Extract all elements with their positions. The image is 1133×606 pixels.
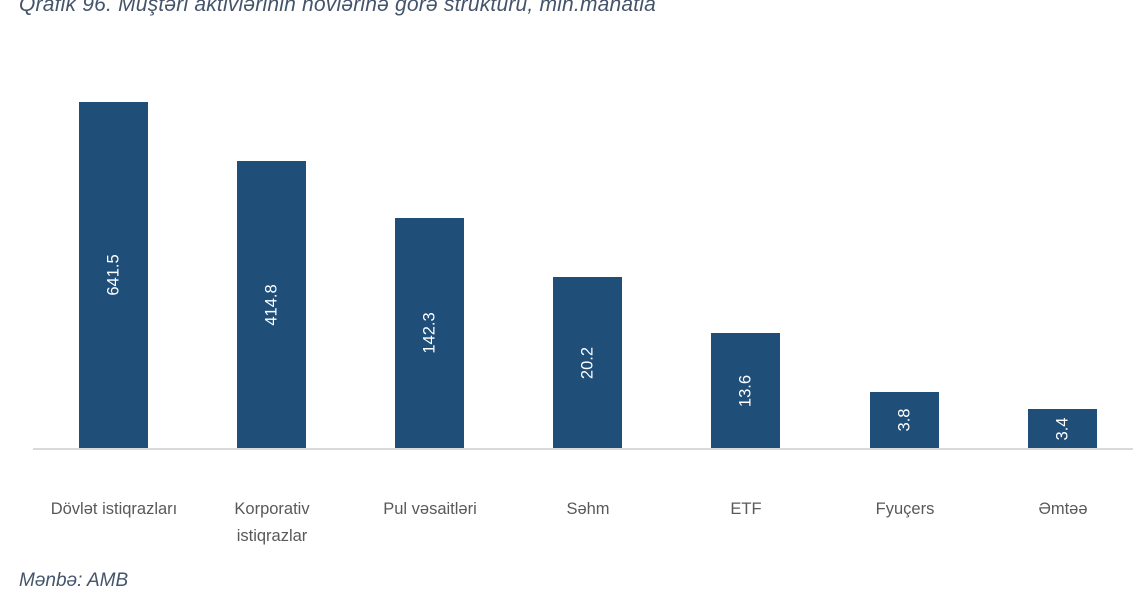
bar: 414.8 [237,161,306,448]
category-label: Əmtəə [1038,500,1088,518]
category-label: ETF [730,500,762,518]
bar-value-label: 414.8 [262,283,280,326]
category-label: Pul vəsaitləri [383,500,477,518]
bar: 20.2 [553,277,622,448]
bar: 13.6 [711,333,780,448]
category-label: Dövlət istiqrazları [50,500,178,518]
bar-value-label: 13.6 [736,374,754,407]
bar-value-label: 3.4 [1053,417,1071,440]
bar-value-label: 142.3 [420,312,438,354]
category-label: Korporativ istiqrazlar [234,500,310,545]
x-axis-line [33,448,1133,450]
bar: 142.3 [395,218,464,448]
bar: 3.4 [1028,409,1097,448]
category-label: Fyuçers [875,500,935,518]
category-label: Səhm [566,500,610,518]
bar-value-label: 641.5 [104,254,122,296]
chart-title: Qrafik 96. Müştəri aktivlərinin növlərin… [19,0,657,16]
bar-value-label: 20.2 [578,346,596,379]
source-note: Mənbə: AMB [19,570,129,591]
bar: 3.8 [870,392,939,448]
bar-value-label: 3.8 [895,408,913,432]
bar: 641.5 [79,102,148,448]
